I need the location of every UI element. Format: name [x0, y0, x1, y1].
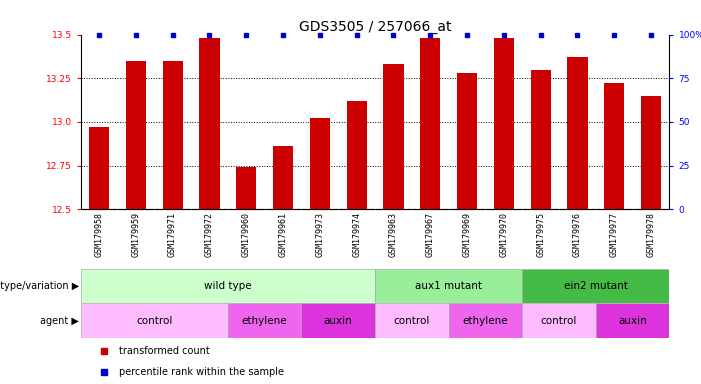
Text: auxin: auxin — [324, 316, 353, 326]
Bar — [531, 70, 551, 209]
Text: ethylene: ethylene — [463, 316, 508, 326]
Text: GSM179967: GSM179967 — [426, 212, 435, 257]
Title: GDS3505 / 257066_at: GDS3505 / 257066_at — [299, 20, 451, 33]
Bar — [522, 269, 669, 303]
Bar — [494, 38, 514, 209]
Text: aux1 mutant: aux1 mutant — [415, 281, 482, 291]
Bar — [375, 269, 522, 303]
Bar — [81, 303, 228, 338]
Text: GSM179963: GSM179963 — [389, 212, 398, 257]
Text: control: control — [394, 316, 430, 326]
Text: control: control — [136, 316, 172, 326]
Bar — [125, 61, 146, 209]
Bar — [567, 57, 587, 209]
Bar — [346, 101, 367, 209]
Text: ethylene: ethylene — [242, 316, 287, 326]
Bar — [522, 303, 596, 338]
Text: ein2 mutant: ein2 mutant — [564, 281, 628, 291]
Bar — [310, 118, 330, 209]
Bar — [81, 269, 375, 303]
Bar — [449, 303, 522, 338]
Text: auxin: auxin — [618, 316, 647, 326]
Text: GSM179974: GSM179974 — [352, 212, 361, 257]
Bar — [163, 61, 183, 209]
Text: GSM179958: GSM179958 — [95, 212, 104, 257]
Text: GSM179961: GSM179961 — [278, 212, 287, 257]
Bar — [457, 73, 477, 209]
Bar — [273, 146, 293, 209]
Bar — [236, 167, 257, 209]
Text: GSM179971: GSM179971 — [168, 212, 177, 257]
Text: GSM179977: GSM179977 — [610, 212, 619, 257]
Bar — [375, 303, 449, 338]
Bar — [596, 303, 669, 338]
Bar — [228, 303, 301, 338]
Bar — [604, 83, 625, 209]
Text: wild type: wild type — [204, 281, 252, 291]
Text: genotype/variation ▶: genotype/variation ▶ — [0, 281, 79, 291]
Text: GSM179972: GSM179972 — [205, 212, 214, 257]
Text: GSM179973: GSM179973 — [315, 212, 325, 257]
Text: GSM179969: GSM179969 — [463, 212, 472, 257]
Text: agent ▶: agent ▶ — [41, 316, 79, 326]
Text: GSM179978: GSM179978 — [646, 212, 655, 257]
Text: GSM179959: GSM179959 — [131, 212, 140, 257]
Bar — [383, 64, 404, 209]
Text: GSM179975: GSM179975 — [536, 212, 545, 257]
Bar — [641, 96, 661, 209]
Bar — [301, 303, 375, 338]
Bar — [199, 38, 219, 209]
Text: percentile rank within the sample: percentile rank within the sample — [119, 367, 284, 377]
Bar — [89, 127, 109, 209]
Text: GSM179970: GSM179970 — [499, 212, 508, 257]
Text: GSM179976: GSM179976 — [573, 212, 582, 257]
Text: GSM179960: GSM179960 — [242, 212, 251, 257]
Bar — [420, 38, 440, 209]
Text: transformed count: transformed count — [119, 346, 210, 356]
Text: control: control — [541, 316, 577, 326]
